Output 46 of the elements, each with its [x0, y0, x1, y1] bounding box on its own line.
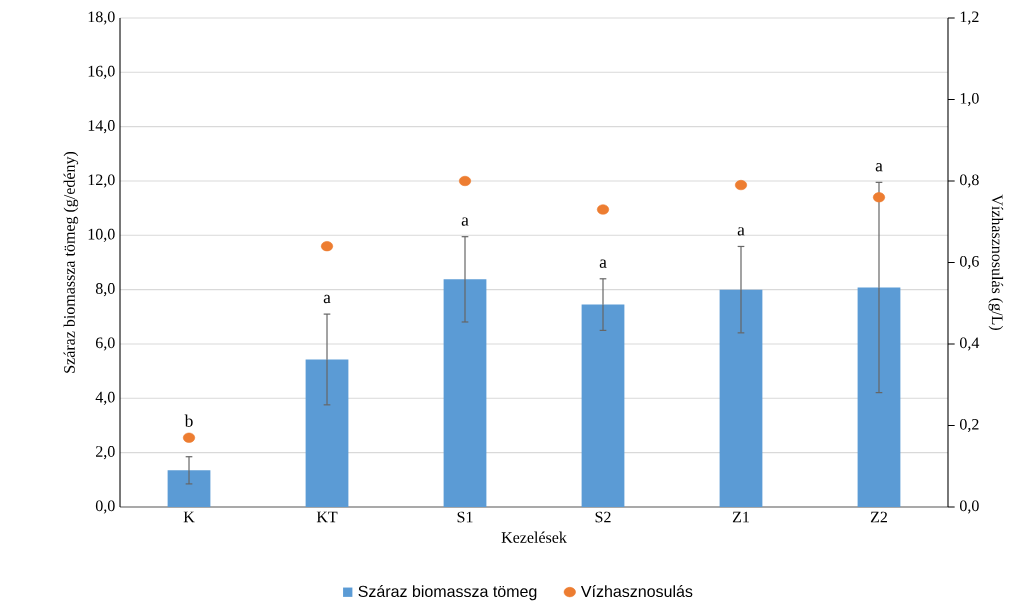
x-tick-label: S2 [595, 511, 611, 523]
y-tick-label: 0,0 [95, 500, 115, 514]
y-tick-label: 18,0 [88, 11, 115, 25]
point [320, 241, 334, 252]
bar [581, 304, 625, 507]
annotation: b [184, 414, 193, 427]
annotation: a [875, 163, 883, 172]
y-axis-title: Száraz biomassza tömeg (g/edény) [63, 151, 79, 373]
point [458, 175, 472, 187]
x-tick-label: K [183, 511, 195, 523]
bar [305, 359, 349, 507]
annotation: a [461, 217, 469, 226]
y2-tick-label: 1,2 [960, 11, 979, 25]
bar [167, 470, 211, 507]
y2-tick-label: 1,0 [960, 92, 979, 107]
x-axis-title: Kezelések [501, 531, 567, 543]
legend-label: Száraz biomassza tömeg [358, 585, 537, 601]
point [182, 432, 196, 443]
x-tick-label: Z1 [732, 511, 749, 523]
legend-label: Vízhasznosulás [580, 585, 693, 598]
bar [719, 289, 763, 507]
bar [443, 279, 487, 507]
bar [857, 287, 901, 507]
y2-tick-label: 0,8 [959, 174, 979, 188]
annotation: a [737, 227, 745, 236]
y-tick-label: 2,0 [96, 446, 115, 460]
y2-tick-label: 0,6 [959, 255, 979, 270]
y2-tick-label: 0,2 [959, 418, 979, 433]
point [596, 204, 610, 215]
point [734, 179, 748, 191]
point [872, 192, 886, 203]
y2-axis-title: Vízhasznosulás (g/L) [988, 194, 1004, 330]
y-tick-label: 16,0 [88, 65, 115, 79]
y2-tick-label: 0,0 [959, 500, 979, 514]
y-tick-label: 8,0 [95, 283, 115, 297]
y-tick-label: 10,0 [88, 228, 115, 242]
x-tick-label: Z2 [870, 511, 887, 523]
x-tick-label: KT [316, 511, 338, 523]
x-tick-label: S1 [457, 511, 473, 523]
annotation: a [323, 294, 331, 304]
annotation: a [599, 259, 607, 268]
y-tick-label: 12,0 [88, 174, 115, 188]
y-tick-label: 4,0 [95, 391, 115, 405]
y-tick-label: 6,0 [95, 337, 115, 351]
y-tick-label: 14,0 [88, 120, 115, 134]
y2-tick-label: 0,4 [959, 337, 980, 351]
